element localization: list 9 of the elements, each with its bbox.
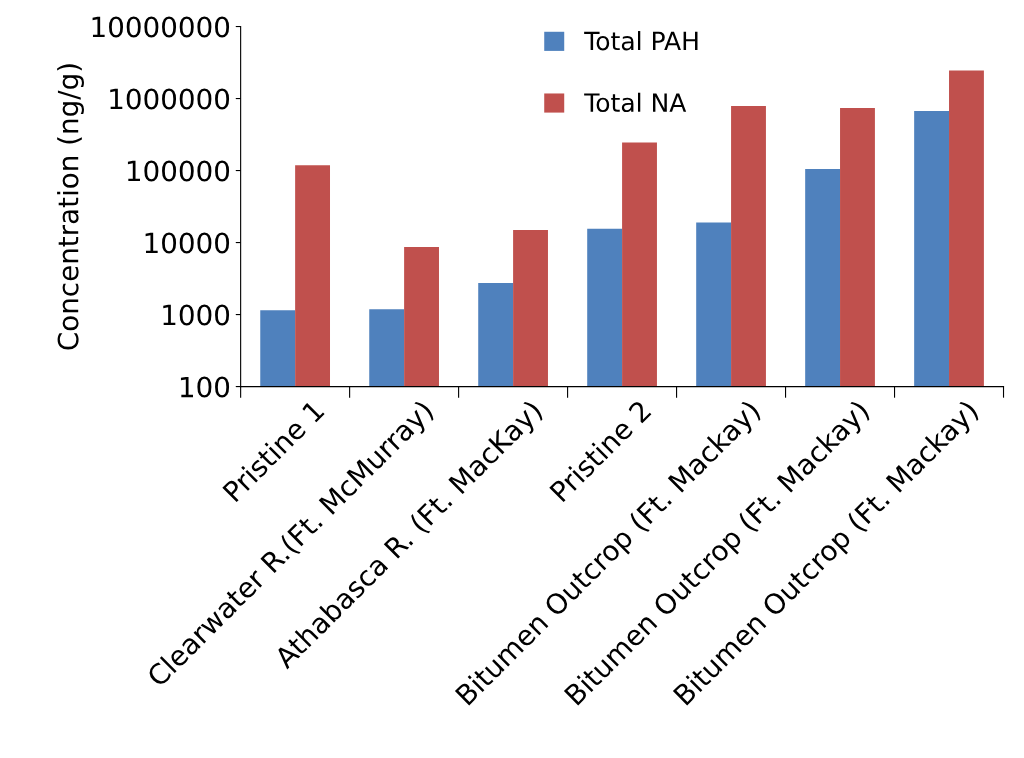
y-tick-label: 100000 (127, 160, 230, 182)
legend-label: Total PAH (584, 31, 698, 51)
legend-label: Total NA (584, 92, 687, 113)
y-tick-label: 1000 (163, 304, 230, 326)
y-tick-label: 10000 (145, 232, 230, 254)
y-tick-label: 100 (180, 376, 230, 398)
y-tick-label: 1000000 (110, 88, 230, 110)
y-tick-label: 10000000 (92, 16, 230, 38)
y-axis-title: Concentration (ng/g) (57, 64, 84, 350)
